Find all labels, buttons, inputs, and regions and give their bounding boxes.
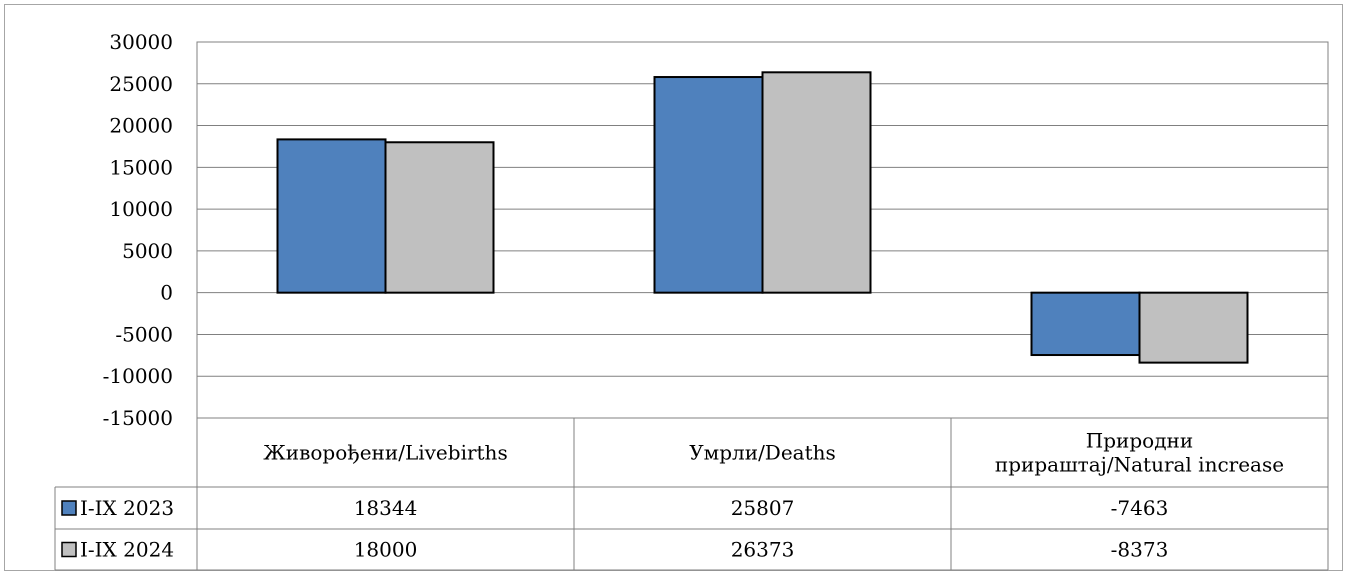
category-label: Умрли/Deaths bbox=[689, 441, 836, 465]
bar bbox=[653, 76, 764, 294]
bar bbox=[384, 141, 495, 294]
data-table-value: -8373 bbox=[1111, 538, 1169, 562]
data-table-value: 25807 bbox=[731, 496, 795, 520]
bar bbox=[276, 138, 387, 294]
category-label: Живорођени/Livebirths bbox=[263, 441, 507, 465]
y-tick-label: 15000 bbox=[109, 155, 173, 179]
y-tick-label: 25000 bbox=[109, 72, 173, 96]
legend-key bbox=[61, 500, 77, 516]
data-table-value: 18000 bbox=[354, 538, 418, 562]
y-tick-label: 20000 bbox=[109, 114, 173, 138]
y-tick-label: 0 bbox=[160, 281, 173, 305]
legend-label: I-IX 2024 bbox=[80, 538, 174, 562]
data-table-value: -7463 bbox=[1111, 496, 1169, 520]
bar bbox=[1030, 291, 1141, 357]
y-tick-label: 10000 bbox=[109, 197, 173, 221]
data-table-value: 18344 bbox=[354, 496, 418, 520]
y-tick-label: -15000 bbox=[103, 406, 173, 430]
bar bbox=[1138, 291, 1249, 364]
y-tick-label: 30000 bbox=[109, 30, 173, 54]
y-tick-label: -10000 bbox=[103, 364, 173, 388]
plot-border bbox=[196, 41, 1329, 419]
bar bbox=[761, 71, 872, 294]
category-label: Природни bbox=[1086, 429, 1193, 453]
legend-label: I-IX 2023 bbox=[80, 496, 174, 520]
category-label: прираштај/Natural increase bbox=[995, 453, 1284, 477]
legend-key bbox=[61, 541, 77, 558]
y-tick-label: 5000 bbox=[122, 239, 173, 263]
data-table-value: 26373 bbox=[731, 538, 795, 562]
y-tick-label: -5000 bbox=[115, 322, 173, 346]
